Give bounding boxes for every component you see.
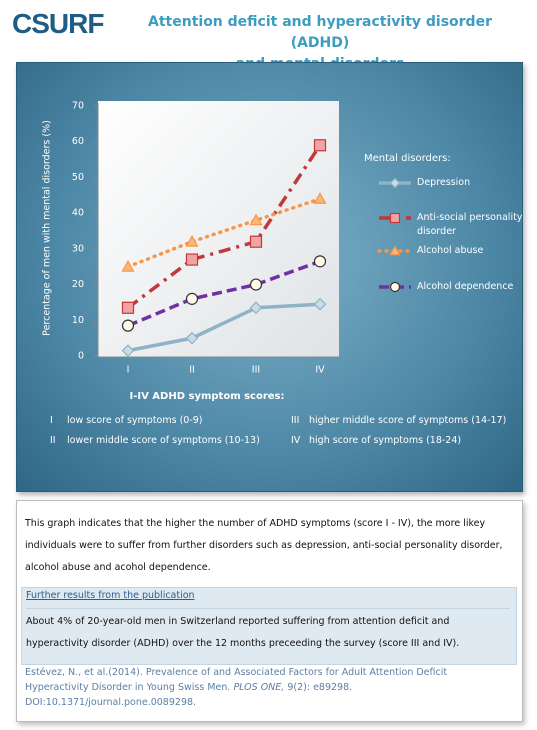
marker bbox=[313, 297, 327, 311]
title-line: Attention deficit and hyperactivity diso… bbox=[148, 14, 492, 51]
summary: This graph indicates that the higher the… bbox=[25, 518, 503, 573]
x-axis-label: I-IV ADHD symptom scores: bbox=[129, 391, 284, 402]
legend-label: Depression bbox=[417, 177, 471, 188]
further-link[interactable]: Further results from the publication bbox=[26, 590, 195, 601]
y-tick-label: 0 bbox=[78, 351, 84, 362]
legend-marker bbox=[389, 177, 401, 189]
chart-panel: Percentage of men with mental disorders … bbox=[16, 62, 523, 492]
citation-text: Estévez, N., et al.(2014). Prevalence of… bbox=[25, 667, 448, 693]
marker bbox=[121, 301, 135, 314]
further-text: About 4% of 20-year-old men in Switzerla… bbox=[26, 608, 510, 655]
citation-journal: PLOS ONE, bbox=[233, 682, 285, 693]
score-numeral: III bbox=[291, 415, 300, 426]
legend-label: Anti-social personality disorder bbox=[417, 212, 523, 237]
x-tick-label: II bbox=[189, 365, 195, 376]
further-results: Further results from the publication Abo… bbox=[21, 587, 517, 665]
legend-marker bbox=[389, 245, 401, 256]
y-tick-label: 60 bbox=[72, 136, 84, 147]
y-tick-label: 30 bbox=[72, 243, 84, 254]
y-axis-label: Percentage of men with mental disorders … bbox=[42, 120, 53, 336]
marker bbox=[249, 213, 263, 226]
marker bbox=[185, 253, 199, 266]
score-text: higher middle score of symptoms (14-17) bbox=[309, 415, 507, 426]
marker bbox=[121, 319, 135, 332]
legend-label: Alcohol dependence bbox=[417, 281, 514, 292]
marker bbox=[313, 255, 327, 268]
marker bbox=[249, 235, 263, 248]
score-numeral: II bbox=[50, 435, 56, 446]
x-tick-label: III bbox=[252, 365, 260, 376]
y-tick-label: 10 bbox=[72, 315, 84, 326]
marker bbox=[313, 139, 327, 152]
marker bbox=[249, 278, 263, 291]
score-text: lower middle score of symptoms (10-13) bbox=[67, 435, 260, 446]
logo: CSURF bbox=[12, 8, 104, 39]
plot-area bbox=[98, 101, 339, 357]
marker bbox=[313, 192, 327, 204]
x-tick-label: I bbox=[127, 365, 130, 376]
citation-details: 9(2): e89298. DOI:10.1371/journal.pone.0… bbox=[25, 682, 353, 708]
marker bbox=[121, 259, 135, 272]
marker bbox=[121, 344, 135, 357]
legend-marker bbox=[389, 212, 401, 224]
legend-marker bbox=[389, 281, 401, 293]
score-numeral: IV bbox=[291, 435, 301, 446]
legend-label: Alcohol abuse bbox=[417, 245, 484, 256]
x-tick-label: IV bbox=[315, 365, 325, 376]
score-text: high score of symptoms (18-24) bbox=[309, 435, 462, 446]
text-box: This graph indicates that the higher the… bbox=[16, 500, 523, 722]
legend-title: Mental disorders: bbox=[364, 153, 451, 164]
y-tick-label: 70 bbox=[72, 101, 84, 112]
series-line bbox=[127, 302, 321, 353]
score-text: low score of symptoms (0-9) bbox=[67, 415, 203, 426]
score-numeral: I bbox=[50, 415, 53, 426]
series-line bbox=[126, 144, 322, 310]
y-tick-label: 20 bbox=[72, 279, 84, 290]
series-line bbox=[127, 259, 321, 328]
marker bbox=[185, 292, 199, 305]
marker bbox=[185, 331, 199, 345]
citation: Estévez, N., et al.(2014). Prevalence of… bbox=[25, 665, 513, 710]
y-tick-label: 50 bbox=[72, 172, 84, 183]
marker bbox=[185, 234, 199, 247]
marker bbox=[249, 301, 263, 315]
chart: Percentage of men with mental disorders … bbox=[42, 101, 451, 403]
y-tick-label: 40 bbox=[72, 208, 84, 219]
series-line bbox=[126, 197, 322, 269]
